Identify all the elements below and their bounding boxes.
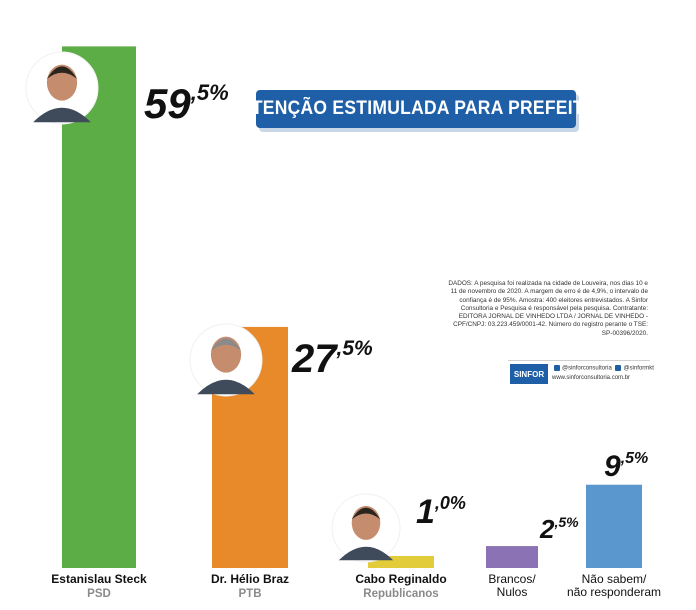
- brand-social-handle: @sinforconsultoria: [562, 365, 612, 372]
- instagram-icon: [554, 365, 560, 371]
- methodology-note: DADOS: A pesquisa foi realizada na cidad…: [448, 280, 648, 337]
- chart-title: INTENÇÃO ESTIMULADA PARA PREFEITO: [234, 98, 598, 119]
- bar-4: [586, 484, 642, 568]
- candidate-photo-0: [25, 51, 99, 125]
- category-label-2: Cabo Reginaldo: [355, 572, 446, 586]
- brand-social: @sinforconsultoria @sinformkt: [552, 365, 654, 372]
- brand-website: www.sinforconsultoria.com.br: [552, 375, 631, 381]
- party-label-0: PSD: [87, 588, 111, 600]
- category-label-0: Estanislau Steck: [51, 572, 147, 586]
- bar-0: [62, 46, 136, 568]
- brand-footer: SINFOR @sinforconsultoria @sinformkt www…: [508, 360, 654, 387]
- value-label-4: 9,5%: [604, 450, 648, 483]
- category-label-4-line2: não responderam: [567, 585, 661, 599]
- candidate-photo-2: [331, 493, 401, 563]
- brand-social-handle-2: @sinformkt: [623, 365, 654, 372]
- value-label-0: 59,5%: [144, 80, 229, 127]
- category-label-3-line2: Nulos: [497, 585, 528, 599]
- value-label-3: 2,5%: [539, 514, 579, 544]
- party-label-1: PTB: [239, 588, 262, 600]
- category-label-3: Brancos/: [488, 572, 536, 586]
- category-label-1: Dr. Hélio Braz: [211, 572, 289, 586]
- facebook-icon: [615, 365, 622, 371]
- bar-3: [486, 546, 538, 568]
- sinfor-logo: SINFOR: [510, 364, 548, 384]
- candidate-photo-1: [189, 323, 263, 397]
- party-label-2: Republicanos: [363, 588, 438, 600]
- value-label-2: 1,0%: [416, 493, 466, 531]
- value-label-1: 27,5%: [291, 337, 373, 381]
- chart-title-banner: INTENÇÃO ESTIMULADA PARA PREFEITO: [234, 90, 598, 128]
- category-label-4: Não sabem/: [582, 572, 647, 586]
